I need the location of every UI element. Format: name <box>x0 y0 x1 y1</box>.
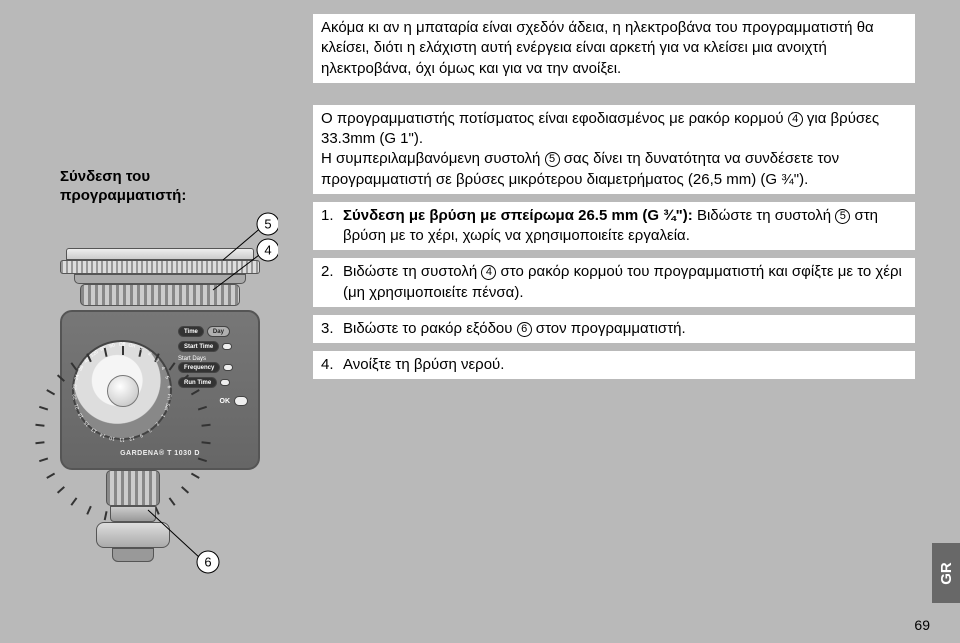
callout-4: 4 <box>264 243 271 258</box>
step-3-circ: 6 <box>517 322 532 337</box>
step-2-circ: 4 <box>481 265 496 280</box>
language-tab: GR <box>932 543 960 603</box>
step-text: Ανοίξτε τη βρύση νερού. <box>343 355 907 375</box>
step-1-circ: 5 <box>835 209 850 224</box>
step-2-a: Βιδώστε τη συστολή <box>343 263 481 280</box>
circled-4-inline: 4 <box>788 112 803 127</box>
callout-overlay: 5 4 6 <box>58 210 278 610</box>
page-number: 69 <box>914 617 930 633</box>
step-2: 2. Βιδώστε τη συστολή 4 στο ρακόρ κορμού… <box>313 258 915 307</box>
step-num: 4. <box>321 355 343 375</box>
step-text: Βιδώστε τη συστολή 4 στο ρακόρ κορμού το… <box>343 262 907 303</box>
step-num: 3. <box>321 319 343 339</box>
callout-5: 5 <box>264 217 271 232</box>
step-num: 1. <box>321 206 343 247</box>
intro-paragraph: Ακόμα κι αν η μπαταρία είναι σχεδόν άδει… <box>313 14 915 83</box>
lead1-a: Ο προγραμματιστής ποτίσματος είναι εφοδι… <box>321 110 788 127</box>
step-1: 1. Σύνδεση με βρύση με σπείρωμα 26.5 mm … <box>313 202 915 251</box>
content-column: Ακόμα κι αν η μπαταρία είναι σχεδόν άδει… <box>313 14 915 379</box>
step-3: 3. Βιδώστε το ρακόρ εξόδου 6 στον προγρα… <box>313 315 915 343</box>
lead-paragraph: Ο προγραμματιστής ποτίσματος είναι εφοδι… <box>313 105 915 194</box>
step-4: 4. Ανοίξτε τη βρύση νερού. <box>313 351 915 379</box>
circled-5-inline: 5 <box>545 152 560 167</box>
step-3-a: Βιδώστε το ρακόρ εξόδου <box>343 320 517 337</box>
section-heading: Σύνδεση του προγραμματιστή: <box>60 168 250 206</box>
numbered-steps: 1. Σύνδεση με βρύση με σπείρωμα 26.5 mm … <box>313 202 915 380</box>
step-3-b: στον προγραμματιστή. <box>532 320 686 337</box>
step-1-bold: Σύνδεση με βρύση με σπείρωμα 26.5 mm (G … <box>343 207 697 224</box>
step-text: Βιδώστε το ρακόρ εξόδου 6 στον προγραμμα… <box>343 319 907 339</box>
lead2-a: Η συμπεριλαμβανόμενη συστολή <box>321 150 545 167</box>
step-4-a: Ανοίξτε τη βρύση νερού. <box>343 356 504 373</box>
step-1-a: Βιδώστε τη συστολή <box>697 207 835 224</box>
callout-6: 6 <box>204 555 211 570</box>
step-num: 2. <box>321 262 343 303</box>
step-text: Σύνδεση με βρύση με σπείρωμα 26.5 mm (G … <box>343 206 907 247</box>
